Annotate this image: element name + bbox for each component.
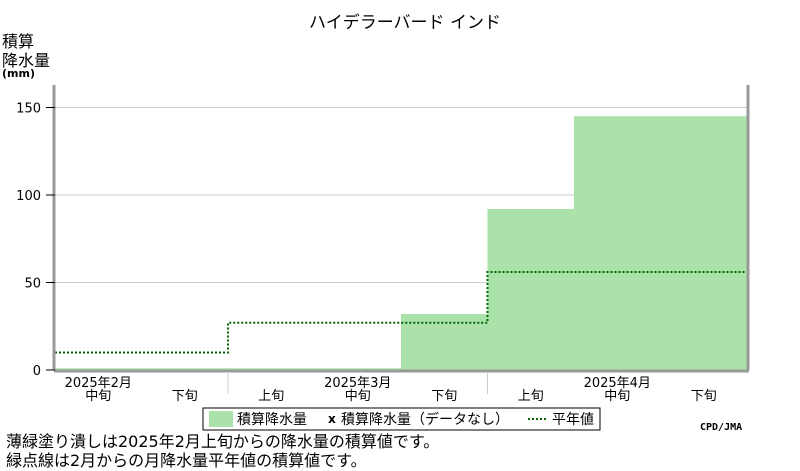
legend-bar-label: 積算降水量 [237, 412, 307, 428]
x-dekad-label: 下旬 [431, 389, 457, 404]
legend-missing-symbol: x [328, 412, 336, 426]
y-axis-label-line1: 積算 [2, 32, 34, 51]
x-dekad-label: 下旬 [691, 389, 717, 404]
y-axis-ticks: 0 50 100 150 [16, 102, 55, 379]
x-dekad-label: 中旬 [345, 389, 371, 404]
legend-box [202, 407, 601, 431]
x-dekad-label: 中旬 [604, 389, 630, 404]
legend-missing-label: 積算降水量（データなし） [341, 411, 509, 428]
bar [660, 116, 747, 370]
y-axis-unit: (mm) [2, 67, 35, 80]
x-month-label: 2025年4月 [584, 376, 651, 391]
legend-bar-swatch [209, 411, 233, 427]
normal-series [55, 271, 747, 354]
x-dekad-label: 中旬 [85, 389, 111, 404]
bar-series [55, 116, 747, 370]
y-tick-label: 50 [24, 277, 41, 292]
bar [401, 314, 488, 370]
y-tick-label: 150 [16, 102, 41, 117]
bar [55, 368, 142, 370]
chart-title: ハイデラーバード インド [309, 12, 501, 33]
credit: CPD/JMA [700, 422, 742, 433]
bar [228, 368, 315, 370]
normal-line [55, 271, 747, 354]
bar [487, 209, 574, 370]
legend: 積算降水量 x 積算降水量（データなし） 平年値 [202, 407, 601, 431]
legend-normal-label: 平年値 [552, 412, 594, 428]
bar [141, 368, 228, 370]
x-dekad-label: 上旬 [258, 389, 284, 404]
y-axis-label-line2: 降水量 [2, 51, 50, 70]
footnote-1: 薄緑塗り潰しは2025年2月上旬からの降水量の積算値です。 [6, 432, 440, 451]
plot-frame [52, 85, 750, 373]
bar [574, 116, 661, 370]
x-month-label: 2025年2月 [65, 376, 132, 391]
y-tick-label: 100 [16, 189, 41, 204]
x-dekad-label: 上旬 [518, 389, 544, 404]
x-month-label: 2025年3月 [324, 376, 391, 391]
footnote-2: 緑点線は2月からの月降水量平年値の積算値です。 [6, 451, 367, 470]
bar [314, 368, 401, 370]
x-dekad-label: 下旬 [172, 389, 198, 404]
y-tick-label: 0 [33, 364, 41, 379]
